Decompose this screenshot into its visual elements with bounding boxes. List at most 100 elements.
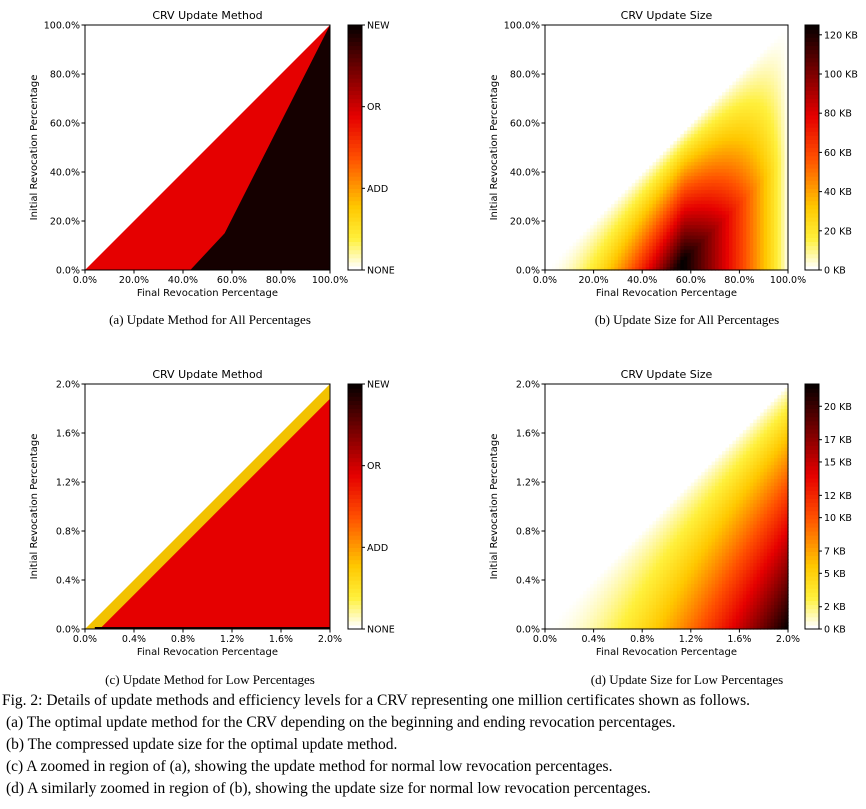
heat-cell	[749, 594, 754, 599]
heat-cell	[590, 245, 595, 250]
heat-cell	[617, 611, 622, 616]
heat-cell	[659, 583, 664, 588]
heat-cell	[739, 450, 744, 455]
heat-cell	[697, 562, 702, 567]
heat-cell	[663, 517, 668, 522]
heat-cell	[718, 168, 723, 173]
heat-cell	[676, 510, 681, 515]
heat-cell	[604, 252, 609, 257]
heat-cell	[753, 482, 758, 487]
heat-cell	[774, 130, 779, 135]
heat-cell	[676, 538, 681, 543]
heat-cell	[763, 186, 768, 191]
heat-cell	[760, 123, 765, 128]
heat-cell	[735, 580, 740, 585]
heat-cell	[718, 534, 723, 539]
heat-cell	[753, 165, 758, 170]
heat-cell	[725, 492, 730, 497]
colorbar-cell	[348, 600, 362, 606]
heat-cell	[711, 559, 716, 564]
heat-cell	[784, 182, 789, 187]
heat-cell	[732, 144, 737, 149]
heat-cell	[659, 541, 664, 546]
heat-cell	[680, 140, 685, 145]
heat-cell	[763, 119, 768, 124]
heat-cell	[631, 594, 636, 599]
heat-cell	[770, 485, 775, 490]
heat-cell	[749, 555, 754, 560]
heat-cell	[628, 228, 633, 233]
heat-cell	[659, 203, 664, 208]
heat-cell	[628, 193, 633, 198]
heat-cell	[763, 168, 768, 173]
heat-cell	[784, 186, 789, 191]
heat-cell	[607, 597, 612, 602]
heat-cell	[562, 256, 567, 261]
heat-cell	[680, 158, 685, 163]
heat-cell	[770, 263, 775, 268]
heat-cell	[680, 517, 685, 522]
heat-cell	[756, 123, 761, 128]
heat-cell	[697, 158, 702, 163]
heat-cell	[746, 580, 751, 585]
heat-cell	[572, 256, 577, 261]
heat-cell	[770, 615, 775, 620]
heat-cell	[781, 81, 786, 86]
heat-cell	[746, 105, 751, 110]
heat-cell	[746, 492, 751, 497]
heat-cell	[694, 175, 699, 180]
heat-cell	[749, 482, 754, 487]
heat-cell	[756, 210, 761, 215]
heat-cell	[572, 622, 577, 627]
heat-cell	[725, 123, 730, 128]
heat-cell	[687, 531, 692, 536]
heat-cell	[704, 217, 709, 222]
heat-cell	[680, 210, 685, 215]
heat-cell	[735, 590, 740, 595]
heat-cell	[708, 587, 713, 592]
heat-cell	[604, 587, 609, 592]
heat-cell	[676, 245, 681, 250]
heat-cell	[624, 569, 629, 574]
heat-cell	[673, 499, 678, 504]
heat-cell	[649, 569, 654, 574]
heat-cell	[635, 228, 640, 233]
heat-cell	[735, 252, 740, 257]
heat-cell	[735, 496, 740, 501]
heat-cell	[638, 590, 643, 595]
heat-cell	[784, 158, 789, 163]
heat-cell	[572, 245, 577, 250]
heat-cell	[607, 217, 612, 222]
heat-cell	[760, 102, 765, 107]
heat-cell	[565, 256, 570, 261]
heat-cell	[777, 70, 782, 75]
heat-cell	[718, 520, 723, 525]
heat-cell	[735, 161, 740, 166]
heat-cell	[746, 172, 751, 177]
heat-cell	[617, 224, 622, 229]
heat-cell	[770, 471, 775, 476]
colorbar-cell	[348, 180, 362, 185]
heat-cell	[711, 489, 716, 494]
colorbar-cell	[805, 143, 819, 149]
heat-cell	[756, 471, 761, 476]
heat-cell	[687, 256, 692, 261]
heat-cell	[781, 151, 786, 156]
heat-cell	[760, 615, 765, 620]
heat-cell	[739, 517, 744, 522]
heat-cell	[642, 597, 647, 602]
heat-cell	[680, 189, 685, 194]
heat-cell	[718, 98, 723, 103]
heat-cell	[715, 601, 720, 606]
heat-cell	[722, 573, 727, 578]
heat-cell	[638, 238, 643, 243]
heat-cell	[683, 555, 688, 560]
heat-cell	[735, 555, 740, 560]
heat-cell	[649, 256, 654, 261]
heat-cell	[781, 203, 786, 208]
heat-cell	[742, 245, 747, 250]
colorbar-cell	[805, 253, 819, 259]
colorbar-cell	[348, 53, 362, 59]
heat-cell	[694, 137, 699, 142]
heat-cell	[725, 182, 730, 187]
